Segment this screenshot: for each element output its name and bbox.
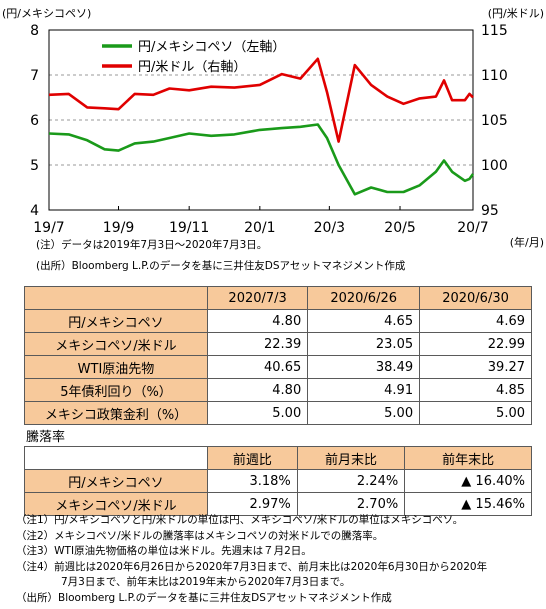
series-line bbox=[48, 57, 474, 143]
right-axis-unit: (円/米ドル) bbox=[488, 7, 544, 20]
x-tick-label: 19/11 bbox=[169, 220, 209, 236]
chart-note: (注）データは2019年7月3日～2020年7月3日。 bbox=[36, 239, 268, 251]
cell-value: 4.85 bbox=[419, 378, 532, 402]
footnote: （注4）前週比は2020年6月26日から2020年7月3日まで、前月末比は202… bbox=[16, 560, 488, 573]
chart-source: (出所）Bloomberg L.P.のデータを基に三井住友DSアセットマネジメン… bbox=[36, 260, 406, 272]
x-tick-label: 20/3 bbox=[314, 220, 345, 236]
row-label: メキシコペソ/米ドル bbox=[24, 492, 208, 516]
cell-value: 2.24% bbox=[296, 469, 406, 493]
column-header: 2020/7/3 bbox=[206, 286, 309, 310]
chart-grid bbox=[49, 74, 473, 166]
row-label: メキシコペソ/米ドル bbox=[24, 332, 208, 356]
change-table-caption: 騰落率 bbox=[26, 430, 66, 445]
x-tick-label: 19/9 bbox=[103, 220, 134, 236]
cell-value: 5.00 bbox=[419, 401, 532, 425]
column-header: 2020/6/30 bbox=[419, 286, 532, 310]
change-rate-table: 前週比 前月末比 前年末比 円/メキシコペソ 3.18% 2.24% ▲ 16.… bbox=[24, 446, 532, 516]
y-right-tick-label: 100 bbox=[481, 158, 508, 174]
legend-label: 円/米ドル（右軸） bbox=[138, 60, 246, 75]
table-header-row: 2020/7/3 2020/6/26 2020/6/30 bbox=[24, 286, 532, 310]
x-tick-label: 20/1 bbox=[244, 220, 275, 236]
header-blank bbox=[24, 286, 208, 310]
cell-value: 5.00 bbox=[206, 401, 309, 425]
cell-value: 4.65 bbox=[307, 309, 421, 333]
row-label: 円/メキシコペソ bbox=[24, 469, 208, 493]
cell-value: 4.69 bbox=[419, 309, 532, 333]
footnotes: （注1）円/メキシコペソと円/米ドルの単位は円、メキシコペソ/米ドルの単位はメキ… bbox=[16, 513, 487, 606]
x-tick-label: 20/5 bbox=[384, 220, 415, 236]
cell-value: 39.27 bbox=[419, 355, 532, 379]
table-row: メキシコ政策金利（%） 5.00 5.00 5.00 bbox=[24, 401, 532, 425]
cell-value: 22.99 bbox=[419, 332, 532, 356]
table-row: 5年債利回り（%） 4.80 4.91 4.85 bbox=[24, 378, 532, 402]
cell-value: 40.65 bbox=[206, 355, 309, 379]
column-header: 前週比 bbox=[207, 446, 298, 470]
footnote: （注1）円/メキシコペソと円/米ドルの単位は円、メキシコペソ/米ドルの単位はメキ… bbox=[16, 514, 464, 526]
x-tick-label: 20/7 bbox=[457, 220, 488, 236]
footnote: （出所）Bloomberg L.P.のデータを基に三井住友DSアセットマネジメン… bbox=[16, 591, 392, 604]
y-left-tick-label: 8 bbox=[30, 23, 39, 39]
table-row: 円/メキシコペソ 4.80 4.65 4.69 bbox=[24, 309, 532, 333]
legend-label: 円/メキシコペソ（左軸） bbox=[138, 40, 285, 55]
market-data-table: 2020/7/3 2020/6/26 2020/6/30 円/メキシコペソ 4.… bbox=[24, 286, 532, 425]
cell-value: 4.80 bbox=[206, 378, 309, 402]
y-right-tick-label: 115 bbox=[481, 23, 508, 39]
column-header: 2020/6/26 bbox=[307, 286, 421, 310]
cell-value: 2.97% bbox=[207, 492, 298, 516]
footnote: （注3）WTI原油先物価格の単位は米ドル。先週末は７月2日。 bbox=[16, 545, 312, 557]
cell-value: ▲ 15.46% bbox=[404, 492, 532, 516]
x-axis-unit: (年/月) bbox=[510, 235, 544, 249]
series-line bbox=[48, 123, 475, 196]
cell-value: 22.39 bbox=[206, 332, 309, 356]
column-header: 前年末比 bbox=[404, 446, 532, 470]
table-row: 円/メキシコペソ 3.18% 2.24% ▲ 16.40% bbox=[24, 469, 532, 493]
y-left-tick-label: 6 bbox=[30, 113, 39, 129]
cell-value: 5.00 bbox=[307, 401, 421, 425]
footnote: （注2）メキシコペソ/米ドルの騰落率はメキシコペソの対米ドルでの騰落率。 bbox=[16, 529, 384, 542]
y-right-tick-label: 105 bbox=[481, 113, 508, 129]
row-label: 円/メキシコペソ bbox=[24, 309, 208, 333]
cell-value: 23.05 bbox=[307, 332, 421, 356]
row-label: 5年債利回り（%） bbox=[24, 378, 208, 402]
row-label: WTI原油先物 bbox=[24, 355, 208, 379]
y-left-tick-label: 7 bbox=[30, 68, 39, 84]
line-chart: 4 5 6 7 8 95 100 105 110 115 19/7 19/9 19/11 20/1 20/3… bbox=[2, 7, 544, 249]
cell-value: 4.80 bbox=[206, 309, 309, 333]
footnote: 7月3日まで、前年末比は2019年末から2020年7月3日まで。 bbox=[61, 576, 351, 588]
y-left-tick-label: 5 bbox=[30, 158, 39, 174]
chart-legend: 円/メキシコペソ（左軸） 円/米ドル（右軸） bbox=[102, 40, 285, 75]
x-tick-label: 19/7 bbox=[33, 220, 64, 236]
row-label: メキシコ政策金利（%） bbox=[24, 401, 208, 425]
cell-value: ▲ 16.40% bbox=[404, 469, 532, 493]
chart-lines bbox=[48, 57, 475, 196]
y-left-tick-label: 4 bbox=[30, 203, 39, 219]
table-row: メキシコペソ/米ドル 2.97% 2.70% ▲ 15.46% bbox=[24, 492, 532, 516]
cell-value: 38.49 bbox=[307, 355, 421, 379]
cell-value: 3.18% bbox=[207, 469, 298, 493]
left-axis-unit: (円/メキシコペソ) bbox=[2, 7, 91, 20]
column-header: 前月末比 bbox=[296, 446, 406, 470]
y-right-tick-label: 95 bbox=[481, 203, 499, 219]
table-row: メキシコペソ/米ドル 22.39 23.05 22.99 bbox=[24, 332, 532, 356]
cell-value: 4.91 bbox=[307, 378, 421, 402]
cell-value: 2.70% bbox=[296, 492, 406, 516]
table-row: WTI原油先物 40.65 38.49 39.27 bbox=[24, 355, 532, 379]
table-header-row: 前週比 前月末比 前年末比 bbox=[24, 446, 532, 470]
y-right-tick-label: 110 bbox=[481, 68, 508, 84]
header-blank bbox=[24, 446, 208, 470]
plot-frame bbox=[48, 29, 474, 211]
chart-ticks: 4 5 6 7 8 95 100 105 110 115 19/7 19/9 19/11 20/1 20/3… bbox=[30, 23, 508, 236]
